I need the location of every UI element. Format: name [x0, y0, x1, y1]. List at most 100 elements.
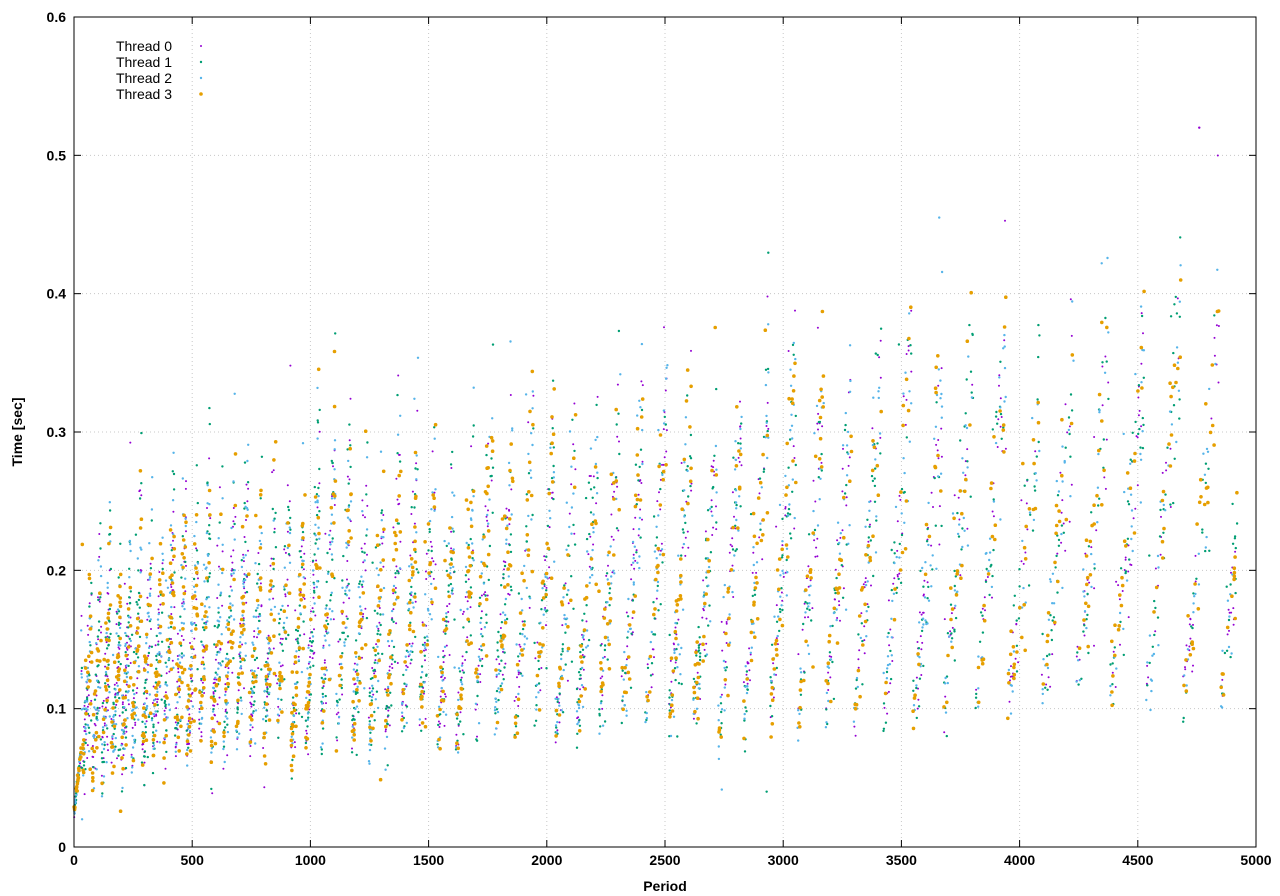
data-point: [278, 682, 281, 685]
data-point: [158, 741, 161, 744]
data-point: [766, 429, 769, 433]
data-point: [189, 673, 194, 678]
data-point: [243, 536, 246, 538]
data-point: [575, 687, 579, 691]
data-point: [304, 719, 308, 722]
data-point: [194, 624, 198, 627]
data-point: [300, 670, 304, 674]
data-point: [803, 602, 806, 605]
data-point: [900, 533, 904, 537]
data-point: [896, 520, 899, 523]
data-point: [816, 537, 819, 540]
data-point: [278, 708, 282, 711]
data-point: [737, 442, 740, 445]
data-point: [711, 534, 714, 536]
data-point: [836, 521, 840, 524]
data-point: [588, 532, 591, 536]
data-point: [291, 696, 295, 699]
data-point: [165, 684, 169, 687]
data-point: [323, 673, 326, 676]
data-point: [950, 612, 953, 615]
data-point: [484, 505, 487, 508]
data-point: [242, 579, 245, 583]
data-point: [371, 684, 374, 687]
data-point: [856, 685, 859, 689]
data-point: [127, 621, 130, 624]
data-point: [90, 581, 93, 585]
data-point: [182, 513, 186, 518]
data-point: [351, 736, 354, 739]
data-point: [927, 585, 930, 589]
data-point: [581, 654, 584, 656]
data-point: [490, 457, 493, 460]
data-point: [168, 708, 171, 712]
data-point: [127, 664, 130, 668]
data-point: [994, 441, 998, 445]
data-point: [262, 747, 265, 749]
data-point: [786, 555, 790, 559]
data-point: [684, 416, 688, 419]
data-point: [874, 551, 878, 554]
data-point: [273, 605, 277, 609]
data-point: [832, 697, 836, 701]
data-point: [950, 637, 954, 640]
data-point: [1136, 484, 1139, 487]
data-point: [313, 586, 316, 589]
data-point: [581, 619, 584, 622]
data-point: [414, 494, 418, 499]
data-point: [233, 522, 236, 526]
data-point: [399, 540, 402, 543]
data-point: [450, 515, 454, 519]
data-point: [87, 694, 90, 697]
data-point: [918, 656, 921, 659]
data-point: [378, 621, 381, 624]
data-point: [187, 716, 192, 721]
data-point: [879, 436, 882, 439]
data-point: [457, 698, 460, 702]
data-point: [517, 669, 520, 672]
data-point: [140, 548, 143, 551]
data-point: [1215, 324, 1218, 327]
data-point: [773, 673, 776, 676]
data-point: [368, 691, 372, 694]
data-point: [695, 680, 699, 685]
data-point: [564, 631, 567, 634]
data-point: [210, 751, 213, 754]
data-point: [379, 633, 382, 636]
data-point: [766, 456, 769, 460]
data-point: [216, 597, 219, 599]
data-point: [82, 774, 85, 777]
data-point: [998, 384, 1000, 387]
data-point: [191, 691, 194, 694]
data-point: [567, 589, 570, 592]
data-point: [319, 746, 323, 749]
data-point: [137, 665, 141, 668]
data-point: [410, 591, 413, 594]
data-point: [349, 500, 353, 503]
data-point: [365, 493, 368, 496]
data-point: [816, 524, 820, 527]
data-point: [1041, 682, 1046, 686]
data-point: [182, 602, 186, 605]
data-point: [670, 703, 674, 707]
data-point: [1226, 633, 1229, 636]
data-point: [656, 589, 659, 592]
data-point: [723, 686, 726, 689]
data-point: [572, 607, 575, 610]
data-point: [277, 612, 280, 615]
data-point: [115, 703, 118, 706]
data-point: [195, 520, 198, 524]
data-point: [1045, 654, 1049, 658]
data-point: [1088, 581, 1091, 584]
data-point: [425, 673, 428, 676]
data-point: [199, 704, 203, 707]
data-point: [315, 538, 318, 541]
data-point: [157, 659, 162, 664]
data-point: [372, 693, 375, 696]
data-point: [323, 659, 326, 662]
data-point: [890, 654, 893, 657]
data-point: [193, 564, 197, 567]
data-point: [320, 676, 323, 680]
data-point: [778, 503, 782, 507]
data-point: [176, 701, 179, 704]
